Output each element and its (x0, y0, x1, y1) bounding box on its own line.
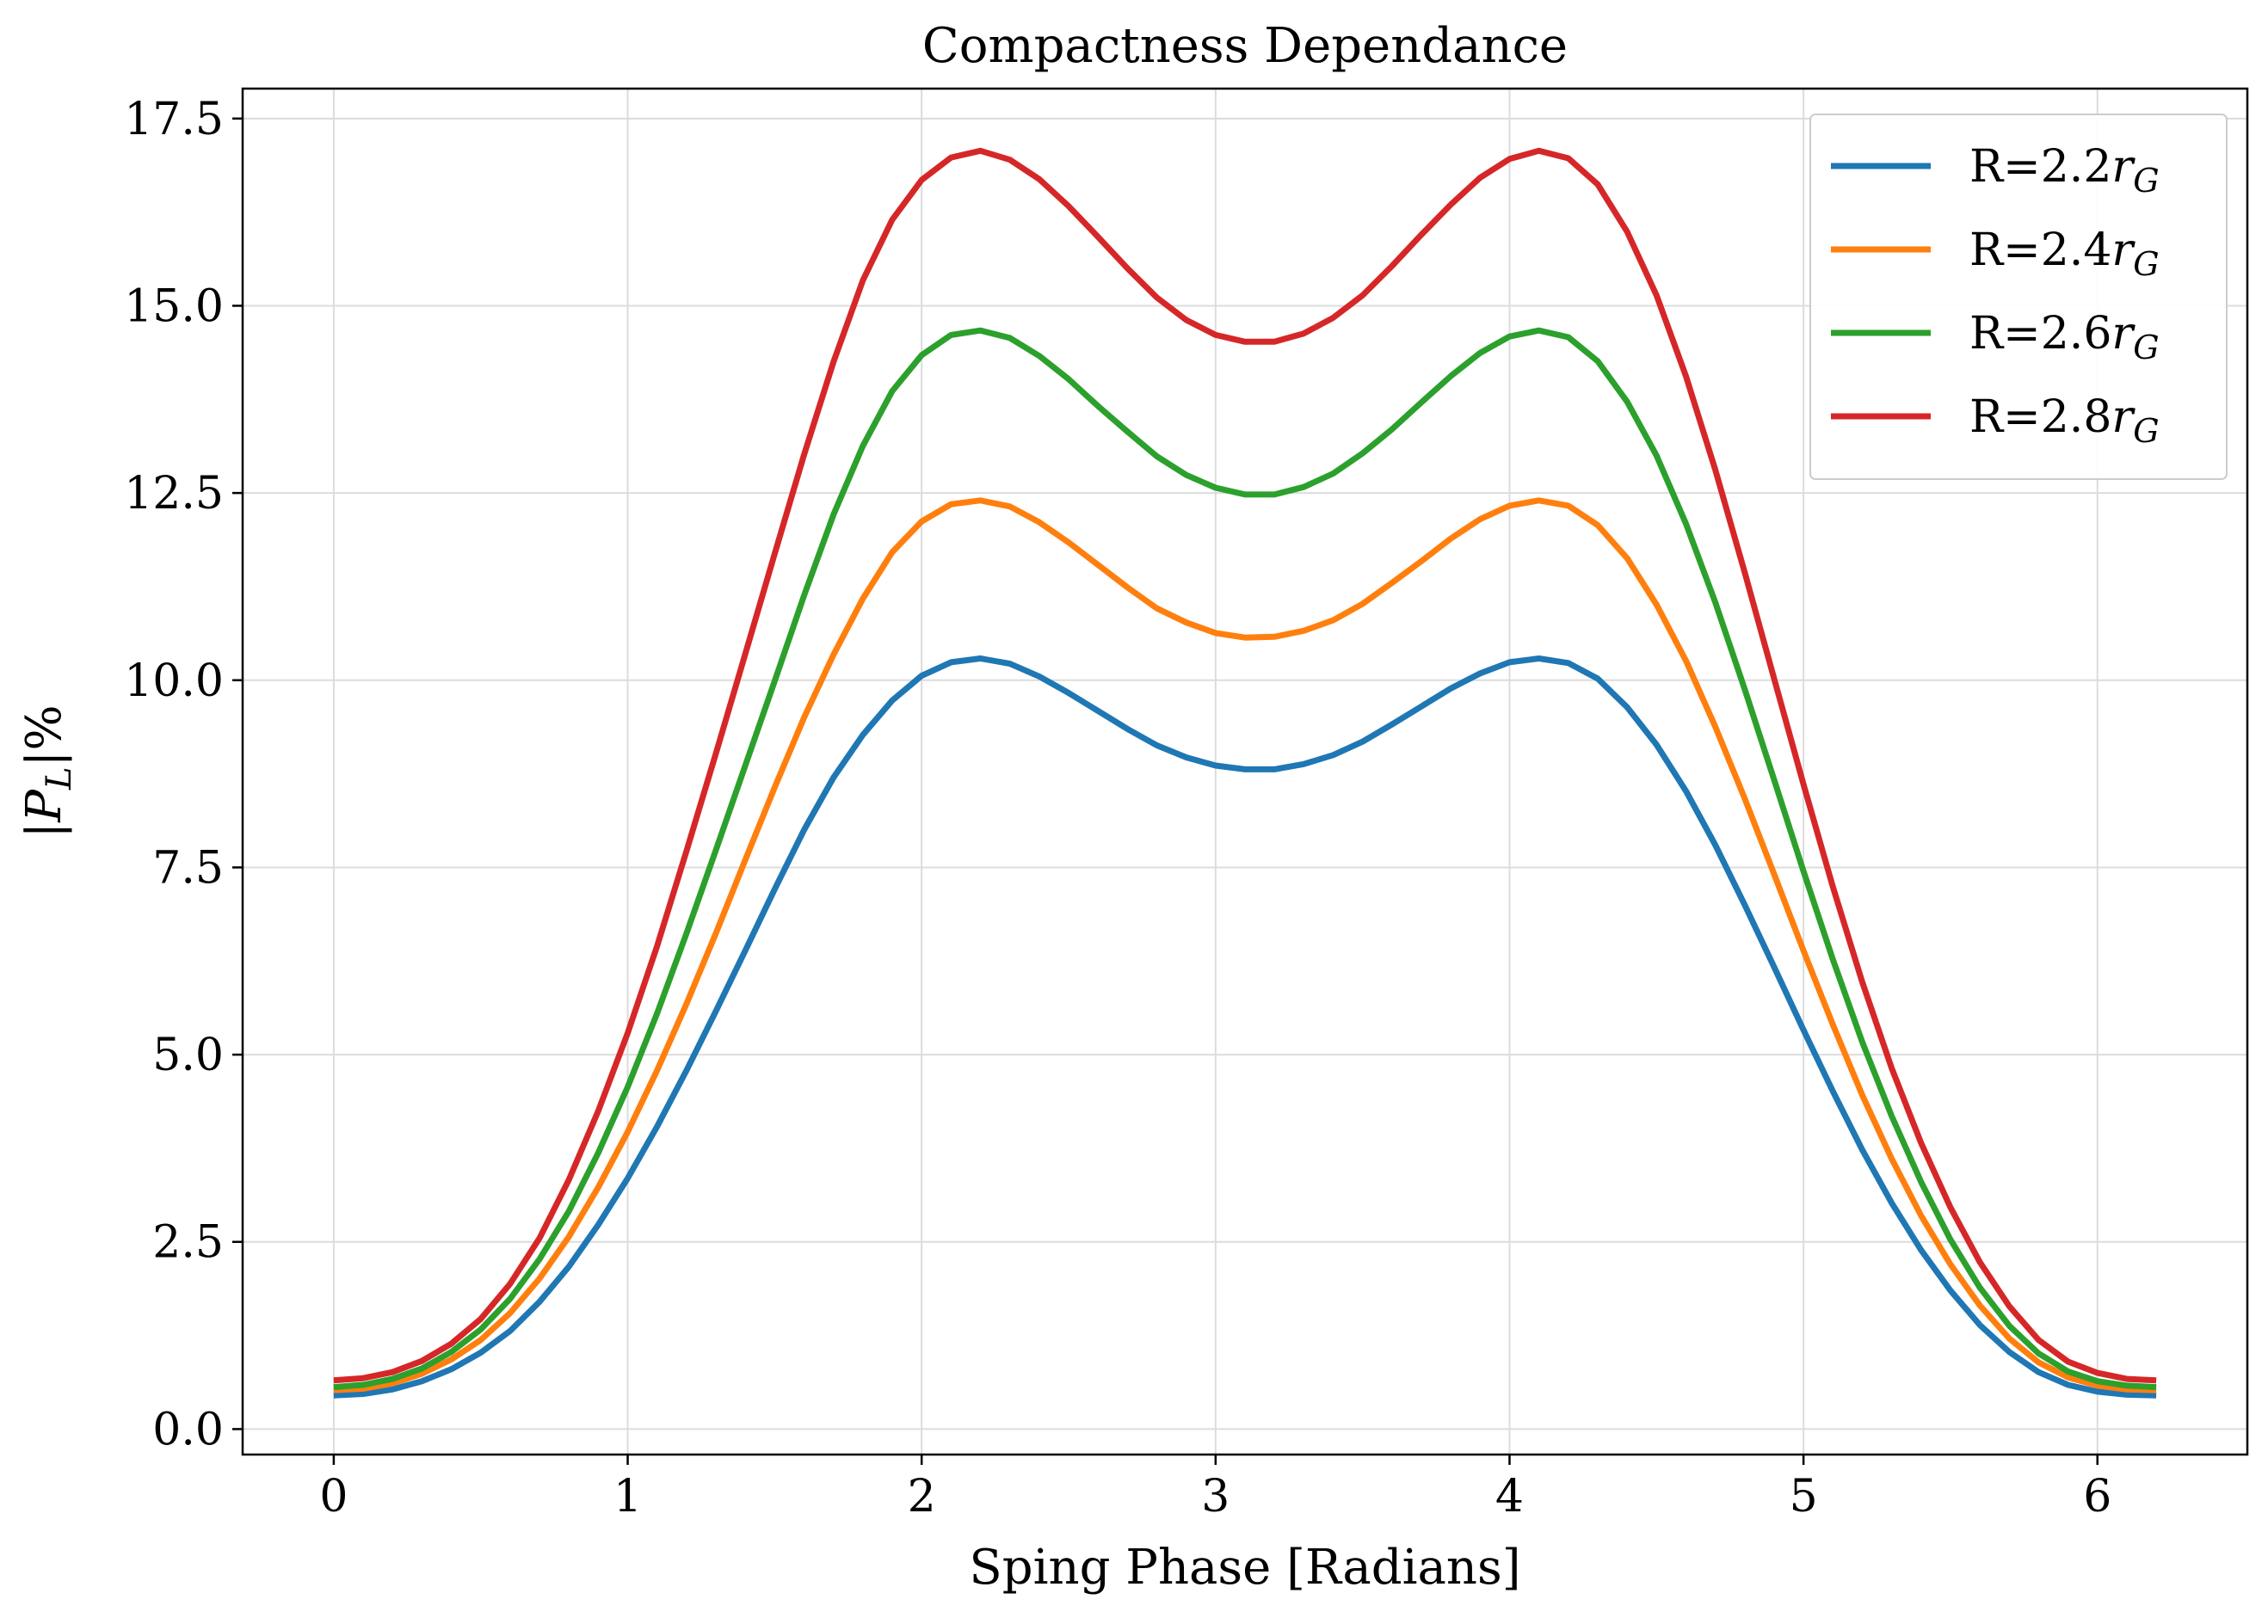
series-line (333, 497, 2157, 1393)
y-tick-label: 17.5 (124, 94, 224, 145)
x-tick-label: 1 (613, 1471, 642, 1522)
x-tick-label: 6 (2083, 1471, 2111, 1522)
ticks: 0 1 2 3 4 5 6 0.0 2.5 5.0 7.5 10.0 12.5 15.0 17.5 (124, 94, 2111, 1522)
x-tick-label: 0 (319, 1471, 348, 1522)
chart-title: Compactness Dependance (922, 18, 1568, 74)
y-tick-label: 7.5 (152, 842, 224, 894)
y-tick-label: 12.5 (124, 468, 224, 520)
legend-label: R=2.2rG (1969, 141, 2160, 200)
y-tick-label: 10.0 (124, 655, 224, 707)
legend-label: R=2.8rG (1969, 391, 2160, 450)
legend-frame (1809, 114, 2228, 480)
grid (243, 89, 2247, 1455)
x-tick-label: 5 (1790, 1471, 1818, 1522)
y-tick-label: 5.0 (152, 1030, 224, 1081)
series-line (333, 655, 2157, 1399)
series-line (333, 147, 2157, 1384)
y-tick-label: 0.0 (152, 1404, 224, 1455)
x-tick-label: 2 (908, 1471, 936, 1522)
x-axis-label: Sping Phase [Radians] (969, 1540, 1520, 1596)
axes-frame (241, 87, 2249, 1456)
legend-label: R=2.6rG (1969, 308, 2160, 366)
legend: R=2.2rG R=2.4rG R=2.6rG R=2.8rG (1809, 114, 2228, 480)
y-axis-label: |PL|% (16, 704, 79, 838)
legend-label: R=2.4rG (1969, 225, 2160, 283)
series-layer (333, 147, 2157, 1399)
y-tick-label: 15.0 (124, 280, 224, 332)
series-line (333, 327, 2157, 1391)
x-tick-label: 4 (1495, 1471, 1524, 1522)
y-tick-label: 2.5 (152, 1217, 224, 1269)
x-tick-label: 3 (1201, 1471, 1230, 1522)
